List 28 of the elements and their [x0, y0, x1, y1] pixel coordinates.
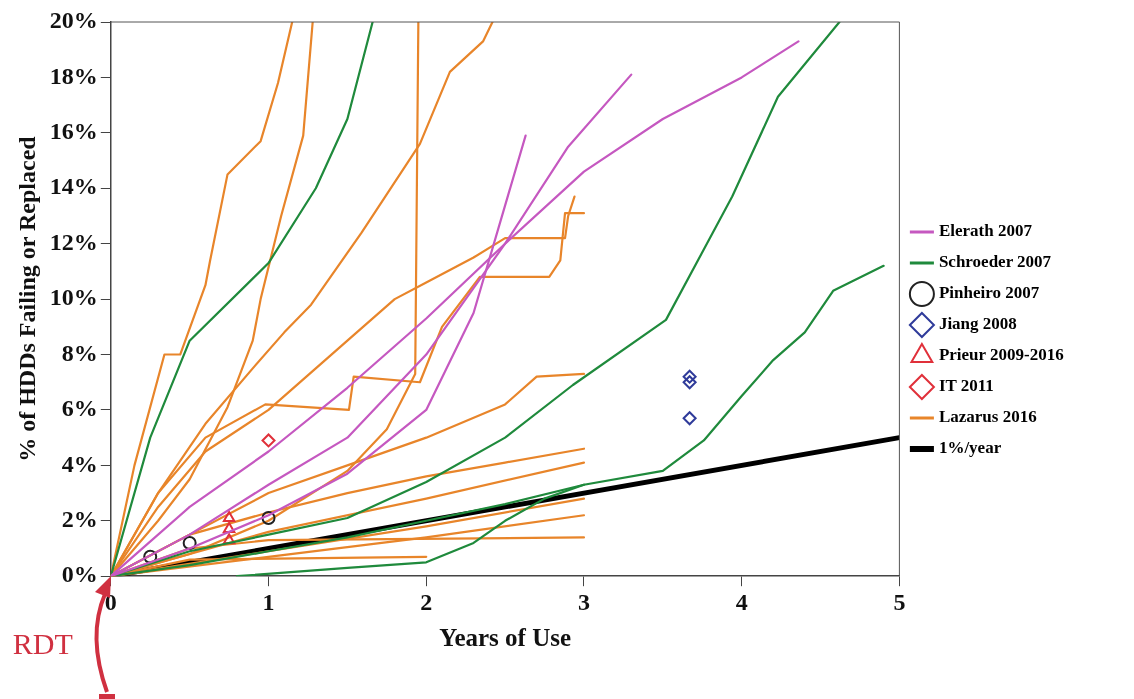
- y-tick-label: 0%: [61, 561, 98, 588]
- legend-label: Elerath 2007: [938, 221, 1033, 241]
- legend-label: 1%/year: [938, 438, 1002, 458]
- x-axis-title: Years of Use: [439, 624, 572, 652]
- y-axis-title: % of HDDs Failing or Replaced: [13, 135, 40, 462]
- x-tick-label: 5: [893, 588, 906, 615]
- legend-label: Pinheiro 2007: [938, 283, 1040, 303]
- x-tick-label: 2: [420, 588, 433, 615]
- x-tick-label: 0: [104, 588, 117, 615]
- y-tick-label: 2%: [61, 505, 98, 532]
- x-tick-label: 3: [577, 588, 590, 615]
- y-tick-label: 10%: [49, 284, 98, 311]
- y-tick-label: 20%: [49, 7, 98, 34]
- y-tick-label: 12%: [49, 228, 98, 255]
- x-tick-label: 1: [262, 588, 275, 615]
- y-tick-label: 18%: [49, 62, 98, 89]
- y-tick-label: 14%: [49, 173, 98, 200]
- legend-label: IT 2011: [938, 376, 994, 396]
- legend-label: Lazarus 2016: [938, 407, 1037, 427]
- y-tick-label: 16%: [49, 118, 98, 145]
- legend-label: Jiang 2008: [938, 314, 1017, 334]
- y-tick-label: 4%: [61, 450, 98, 477]
- annotation: RDT: [12, 627, 73, 661]
- y-tick-label: 6%: [61, 395, 98, 422]
- legend-label: Prieur 2009-2016: [938, 345, 1064, 365]
- y-tick-label: 8%: [61, 339, 98, 366]
- x-tick-label: 4: [735, 588, 748, 615]
- legend-label: Schroeder 2007: [938, 252, 1052, 272]
